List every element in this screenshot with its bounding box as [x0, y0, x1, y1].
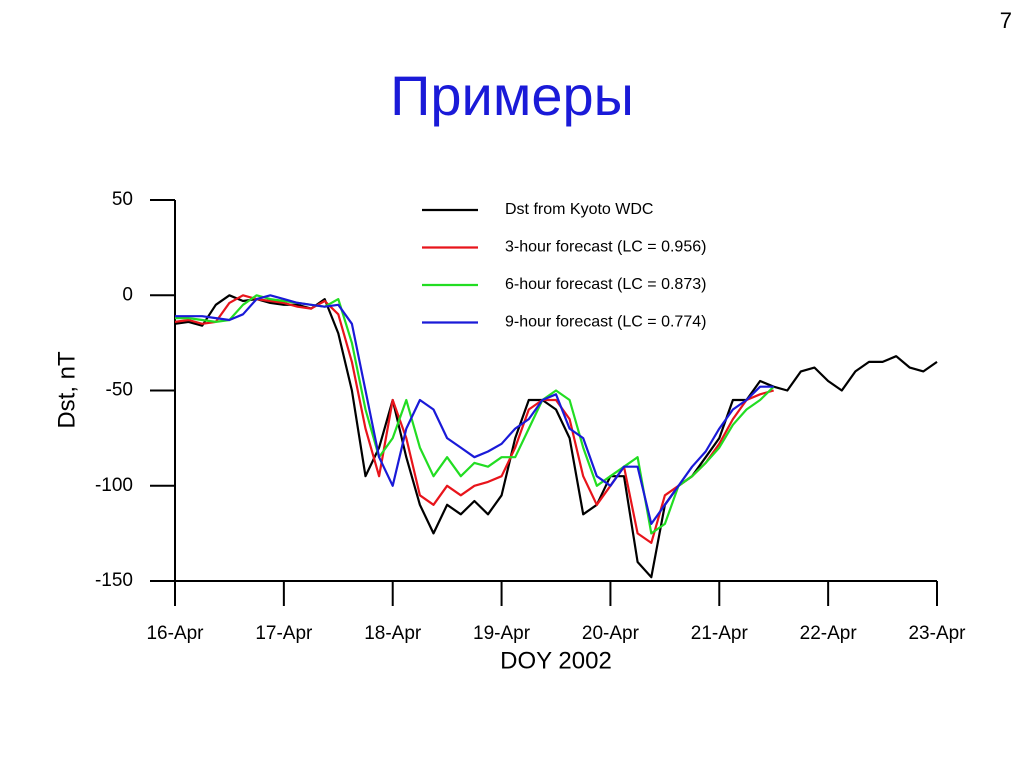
y-tick-label: 50 [112, 189, 133, 210]
x-tick-label: 17-Apr [255, 623, 313, 644]
legend-label: 3-hour forecast (LC = 0.956) [505, 239, 706, 256]
y-tick-label: -150 [95, 570, 133, 591]
y-tick-label: -100 [95, 475, 133, 496]
y-axis-title: Dst, nT [53, 351, 80, 429]
slide-title: Примеры [390, 64, 634, 127]
legend-label: 9-hour forecast (LC = 0.774) [505, 314, 706, 331]
series-line [174, 294, 938, 579]
x-tick-label: 18-Apr [364, 623, 422, 644]
series-line [174, 294, 774, 544]
x-tick-label: 16-Apr [146, 623, 204, 644]
x-tick-label: 20-Apr [582, 623, 640, 644]
series-line [175, 294, 775, 535]
x-tick-label: 22-Apr [800, 623, 858, 644]
y-tick-label: -50 [106, 380, 133, 401]
x-axis-title: DOY 2002 [500, 647, 612, 674]
x-tick-label: 19-Apr [473, 623, 531, 644]
x-tick-label: 23-Apr [908, 623, 966, 644]
page-number: 7 [1000, 8, 1012, 33]
x-tick-label: 21-Apr [691, 623, 749, 644]
series-line [175, 294, 774, 525]
legend-label: Dst from Kyoto WDC [505, 201, 653, 218]
legend-label: 6-hour forecast (LC = 0.873) [505, 276, 706, 293]
y-tick-label: 0 [122, 284, 133, 305]
